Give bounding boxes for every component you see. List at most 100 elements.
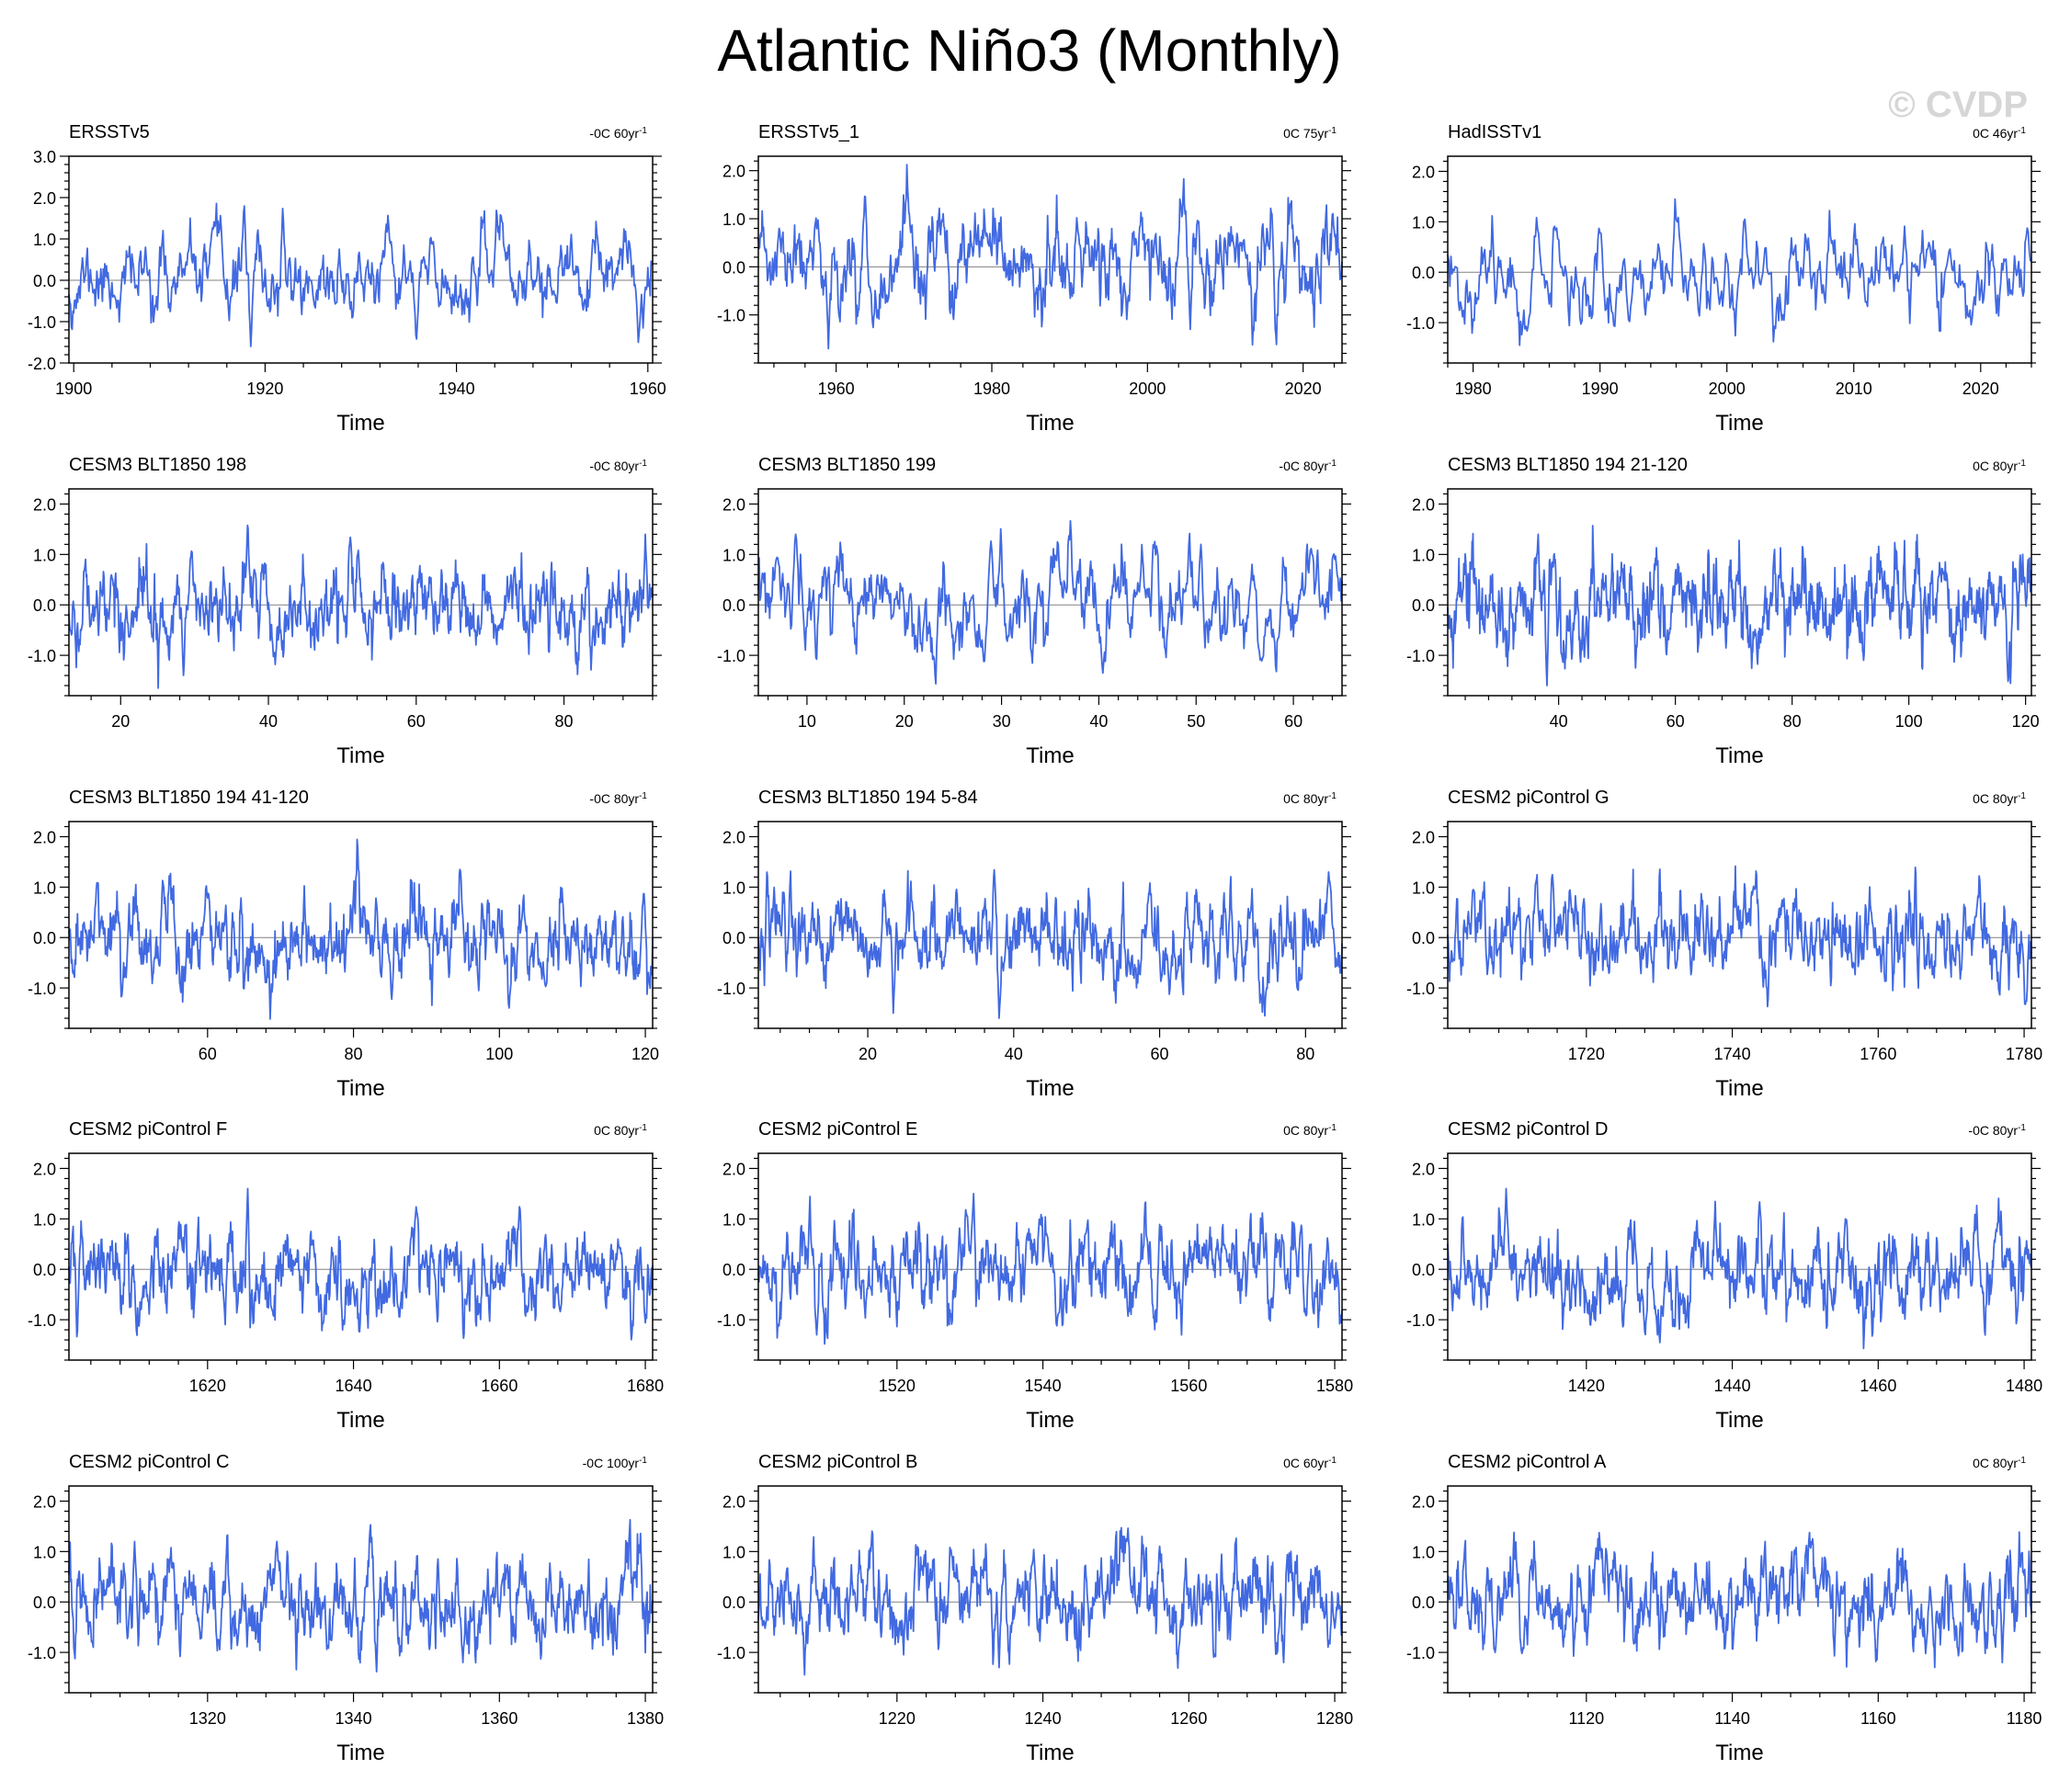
y-tick-label: 1.0 bbox=[33, 879, 56, 897]
trend-exponent: -1 bbox=[1328, 459, 1337, 469]
panel-title: CESM2 piControl C bbox=[69, 1452, 230, 1472]
chart-panel: CESM3 BLT1850 194 5-84 0C 80yr-1 -1.0 0.0 1.… bbox=[717, 788, 1351, 1101]
y-tick-label: 2.0 bbox=[722, 163, 745, 181]
x-tick-label: 1480 bbox=[2006, 1377, 2042, 1395]
y-tick-label: 2.0 bbox=[722, 495, 745, 514]
chart-panel: CESM2 piControl E 0C 80yr-1 -1.0 0.0 1.0 2.0 1… bbox=[717, 1119, 1353, 1433]
y-tick-label: 1.0 bbox=[33, 231, 56, 249]
y-tick-label: 2.0 bbox=[33, 1492, 56, 1511]
x-tick-label: 1660 bbox=[481, 1377, 518, 1395]
x-tick-label: 60 bbox=[1151, 1045, 1169, 1063]
x-tick-label: 40 bbox=[1550, 712, 1568, 731]
y-tick-label: 2.0 bbox=[1412, 828, 1435, 846]
trend-exponent: -1 bbox=[639, 126, 647, 136]
data-series-line bbox=[757, 519, 1343, 685]
trend-label: 0C 80yr-1 bbox=[1283, 1123, 1337, 1139]
trend-label: 0C 80yr-1 bbox=[1973, 1456, 2026, 1471]
x-tick-label: 60 bbox=[1667, 712, 1685, 731]
x-tick-label: 1990 bbox=[1582, 380, 1619, 398]
data-series-line bbox=[1447, 865, 2032, 1008]
x-tick-label: 50 bbox=[1187, 712, 1205, 731]
y-tick-label: 1.0 bbox=[1412, 879, 1435, 897]
y-tick-label: -1.0 bbox=[1406, 647, 1435, 665]
x-axis-label: Time bbox=[1715, 1408, 1763, 1433]
y-tick-label: -1.0 bbox=[1406, 314, 1435, 333]
data-series-line bbox=[757, 164, 1343, 350]
x-axis-label: Time bbox=[336, 1741, 384, 1765]
x-tick-label: 1280 bbox=[1316, 1709, 1353, 1728]
y-tick-label: 2.0 bbox=[33, 828, 56, 846]
x-tick-label: 40 bbox=[1005, 1045, 1023, 1063]
trend-exponent: -1 bbox=[2018, 1123, 2026, 1133]
page-title: Atlantic Niño3 (Monthly) bbox=[717, 17, 1342, 84]
panel-title: HadISSTv1 bbox=[1448, 122, 1541, 142]
trend-exponent: -1 bbox=[1328, 791, 1337, 801]
x-tick-label: 1360 bbox=[481, 1709, 518, 1728]
x-tick-label: 1900 bbox=[55, 380, 92, 398]
x-axis-label: Time bbox=[336, 411, 384, 436]
x-axis-label: Time bbox=[336, 1076, 384, 1101]
x-tick-label: 80 bbox=[1783, 712, 1802, 731]
x-tick-label: 1160 bbox=[1860, 1709, 1896, 1728]
x-tick-label: 1580 bbox=[1316, 1377, 1353, 1395]
x-tick-label: 2020 bbox=[1962, 380, 1999, 398]
x-tick-label: 1620 bbox=[189, 1377, 226, 1395]
trend-exponent: -1 bbox=[2018, 1456, 2026, 1466]
chart-panel: CESM3 BLT1850 199 -0C 80yr-1 -1.0 0.0 1.0 2.0… bbox=[717, 455, 1351, 768]
y-tick-label: 0.0 bbox=[722, 1261, 745, 1279]
data-series-line bbox=[68, 1518, 654, 1673]
y-tick-label: 1.0 bbox=[722, 210, 745, 229]
trend-label: 0C 60yr-1 bbox=[1283, 1456, 1337, 1471]
axes-frame bbox=[757, 155, 1343, 364]
chart-panel: CESM3 BLT1850 194 41-120 -0C 80yr-1 -1.0 0.… bbox=[28, 788, 662, 1101]
y-tick-label: 0.0 bbox=[722, 929, 745, 947]
axes-frame bbox=[757, 1152, 1343, 1361]
chart-panel: CESM2 piControl A 0C 80yr-1 -1.0 0.0 1.0 2.0 1… bbox=[1406, 1452, 2042, 1765]
data-series-line bbox=[68, 524, 654, 689]
y-tick-label: 2.0 bbox=[33, 189, 56, 208]
y-tick-label: -1.0 bbox=[1406, 1311, 1435, 1330]
chart-panel: CESM2 piControl C -0C 100yr-1 -1.0 0.0 1.0 2.… bbox=[28, 1452, 664, 1765]
y-tick-label: 0.0 bbox=[33, 929, 56, 947]
y-tick-label: 0.0 bbox=[722, 596, 745, 615]
y-tick-label: -1.0 bbox=[1406, 1644, 1435, 1662]
x-tick-label: 1680 bbox=[627, 1377, 664, 1395]
trend-label: 0C 75yr-1 bbox=[1283, 126, 1337, 142]
trend-label: 0C 80yr-1 bbox=[1973, 791, 2026, 807]
trend-exponent: -1 bbox=[1328, 126, 1337, 136]
axes-frame bbox=[68, 488, 654, 697]
y-tick-label: 2.0 bbox=[1412, 1492, 1435, 1511]
data-series-line bbox=[1447, 525, 2032, 686]
trend-label: -0C 80yr-1 bbox=[589, 791, 647, 807]
trend-exponent: -1 bbox=[1328, 1123, 1337, 1133]
x-tick-label: 1420 bbox=[1568, 1377, 1605, 1395]
y-tick-label: 0.0 bbox=[1412, 1261, 1435, 1279]
x-tick-label: 1780 bbox=[2006, 1045, 2042, 1063]
x-tick-label: 1980 bbox=[973, 380, 1010, 398]
panel-title: CESM2 piControl E bbox=[758, 1119, 917, 1140]
x-tick-label: 1940 bbox=[438, 380, 475, 398]
data-series-line bbox=[68, 202, 654, 347]
x-tick-label: 100 bbox=[485, 1045, 513, 1063]
x-axis-label: Time bbox=[1026, 743, 1074, 768]
x-tick-label: 1380 bbox=[627, 1709, 664, 1728]
data-series-line bbox=[1447, 1531, 2032, 1669]
x-tick-label: 1920 bbox=[246, 380, 283, 398]
y-tick-label: 1.0 bbox=[1412, 213, 1435, 232]
y-tick-label: 1.0 bbox=[722, 546, 745, 564]
axes-frame bbox=[68, 155, 654, 364]
axes-frame bbox=[1447, 155, 2032, 364]
data-series-line bbox=[1447, 1187, 2032, 1350]
y-tick-label: -1.0 bbox=[1406, 980, 1435, 998]
y-tick-label: 0.0 bbox=[33, 596, 56, 615]
axes-frame bbox=[757, 1485, 1343, 1694]
x-tick-label: 1960 bbox=[818, 380, 855, 398]
x-tick-label: 40 bbox=[259, 712, 278, 731]
y-tick-label: 0.0 bbox=[722, 258, 745, 277]
trend-exponent: -1 bbox=[639, 1123, 647, 1133]
x-axis-label: Time bbox=[1715, 743, 1763, 768]
y-tick-label: -1.0 bbox=[717, 1644, 745, 1662]
y-tick-label: 0.0 bbox=[1412, 929, 1435, 947]
y-tick-label: 2.0 bbox=[1412, 495, 1435, 514]
